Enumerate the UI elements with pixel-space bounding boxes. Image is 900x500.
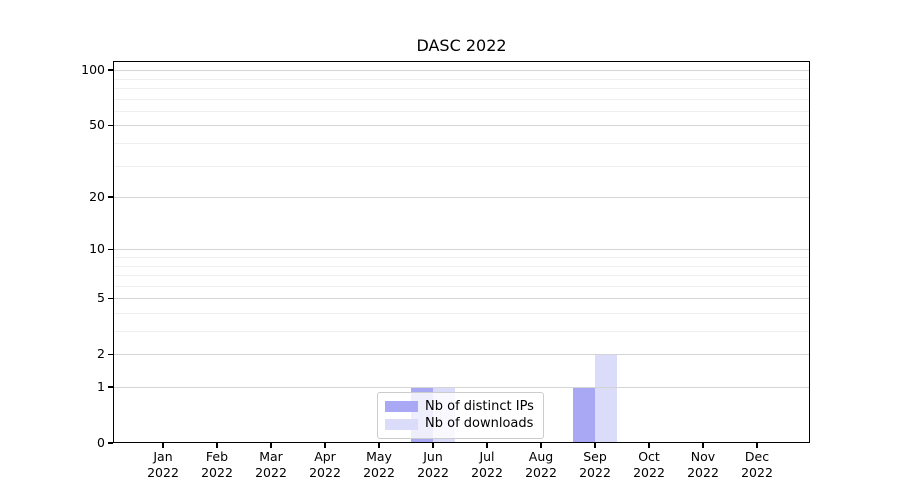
x-axis-tick bbox=[594, 443, 596, 448]
x-tick-label: Oct 2022 bbox=[633, 449, 665, 480]
x-axis-tick bbox=[486, 443, 488, 448]
y-tick-label: 10 bbox=[89, 240, 105, 256]
x-axis-tick bbox=[648, 443, 650, 448]
x-axis-tick bbox=[702, 443, 704, 448]
major-gridline bbox=[113, 298, 810, 300]
legend-swatch-downloads bbox=[385, 418, 418, 430]
minor-gridline bbox=[113, 142, 810, 144]
x-tick-label: Jul 2022 bbox=[471, 449, 503, 480]
y-axis-tick bbox=[108, 297, 113, 299]
major-gridline bbox=[113, 197, 810, 198]
x-axis-tick bbox=[540, 443, 542, 448]
minor-gridline bbox=[113, 285, 810, 287]
x-axis-tick bbox=[432, 443, 434, 448]
x-tick-label: Jun 2022 bbox=[417, 449, 449, 480]
y-tick-label: 50 bbox=[89, 116, 105, 132]
minor-gridline bbox=[113, 256, 810, 258]
legend: Nb of distinct IPs Nb of downloads bbox=[377, 392, 544, 439]
legend-label-downloads: Nb of downloads bbox=[425, 416, 534, 432]
x-tick-label: Dec 2022 bbox=[741, 449, 773, 480]
minor-gridline bbox=[113, 87, 810, 89]
x-tick-label: Sep 2022 bbox=[579, 449, 611, 480]
y-axis-tick bbox=[108, 124, 113, 126]
axis-layer: 0 1 2 5 10 20 50 100 Jan 2022 Feb 2022 Mar 2022 Apr… bbox=[81, 61, 810, 480]
legend-item-distinct-ips: Nb of distinct IPs bbox=[385, 399, 537, 415]
minor-gridline bbox=[113, 165, 810, 167]
x-tick-label: Jan 2022 bbox=[147, 449, 179, 480]
y-axis-tick bbox=[108, 386, 113, 388]
minor-gridline bbox=[113, 313, 810, 314]
minor-gridline bbox=[113, 110, 810, 112]
legend-swatch-distinct-ips bbox=[385, 401, 418, 413]
grid-layer bbox=[113, 61, 810, 443]
x-axis-tick bbox=[162, 443, 164, 448]
minor-gridline bbox=[113, 275, 810, 276]
major-gridline bbox=[113, 249, 810, 251]
major-gridline bbox=[113, 354, 810, 356]
minor-gridline bbox=[113, 98, 810, 100]
x-axis-tick bbox=[378, 443, 380, 448]
x-tick-label: Feb 2022 bbox=[201, 449, 233, 480]
x-tick-label: Mar 2022 bbox=[255, 449, 287, 480]
plot-area: 0 1 2 5 10 20 50 100 Jan 2022 Feb 2022 Mar 2022 Apr… bbox=[81, 61, 810, 480]
y-axis-tick bbox=[108, 196, 113, 198]
chart-title: DASC 2022 bbox=[416, 36, 507, 55]
x-tick-label: Apr 2022 bbox=[309, 449, 341, 480]
y-tick-label: 0 bbox=[97, 434, 105, 450]
y-tick-label: 5 bbox=[97, 289, 105, 305]
x-tick-label: May 2022 bbox=[363, 449, 395, 480]
major-gridline bbox=[113, 125, 810, 127]
x-tick-label: Aug 2022 bbox=[525, 449, 557, 480]
minor-gridline bbox=[113, 265, 810, 267]
y-axis-tick bbox=[108, 353, 113, 355]
major-gridline bbox=[113, 70, 810, 72]
x-tick-label: Nov 2022 bbox=[687, 449, 719, 480]
minor-gridline bbox=[113, 331, 810, 332]
x-axis-tick bbox=[324, 443, 326, 448]
y-tick-label: 2 bbox=[97, 345, 105, 361]
y-axis-tick bbox=[108, 248, 113, 250]
bar-distinct-ips bbox=[573, 387, 595, 443]
x-axis-tick bbox=[756, 443, 758, 448]
y-axis-tick bbox=[108, 442, 113, 444]
y-axis-tick bbox=[108, 69, 113, 71]
bar-downloads bbox=[595, 354, 617, 443]
legend-label-distinct-ips: Nb of distinct IPs bbox=[425, 398, 534, 414]
x-axis-tick bbox=[216, 443, 218, 448]
major-gridline bbox=[113, 387, 810, 388]
minor-gridline bbox=[113, 78, 810, 80]
y-tick-label: 100 bbox=[81, 61, 105, 77]
y-tick-label: 20 bbox=[89, 188, 105, 204]
legend-item-downloads: Nb of downloads bbox=[385, 416, 537, 432]
y-tick-label: 1 bbox=[97, 378, 105, 394]
x-axis-tick bbox=[270, 443, 272, 448]
